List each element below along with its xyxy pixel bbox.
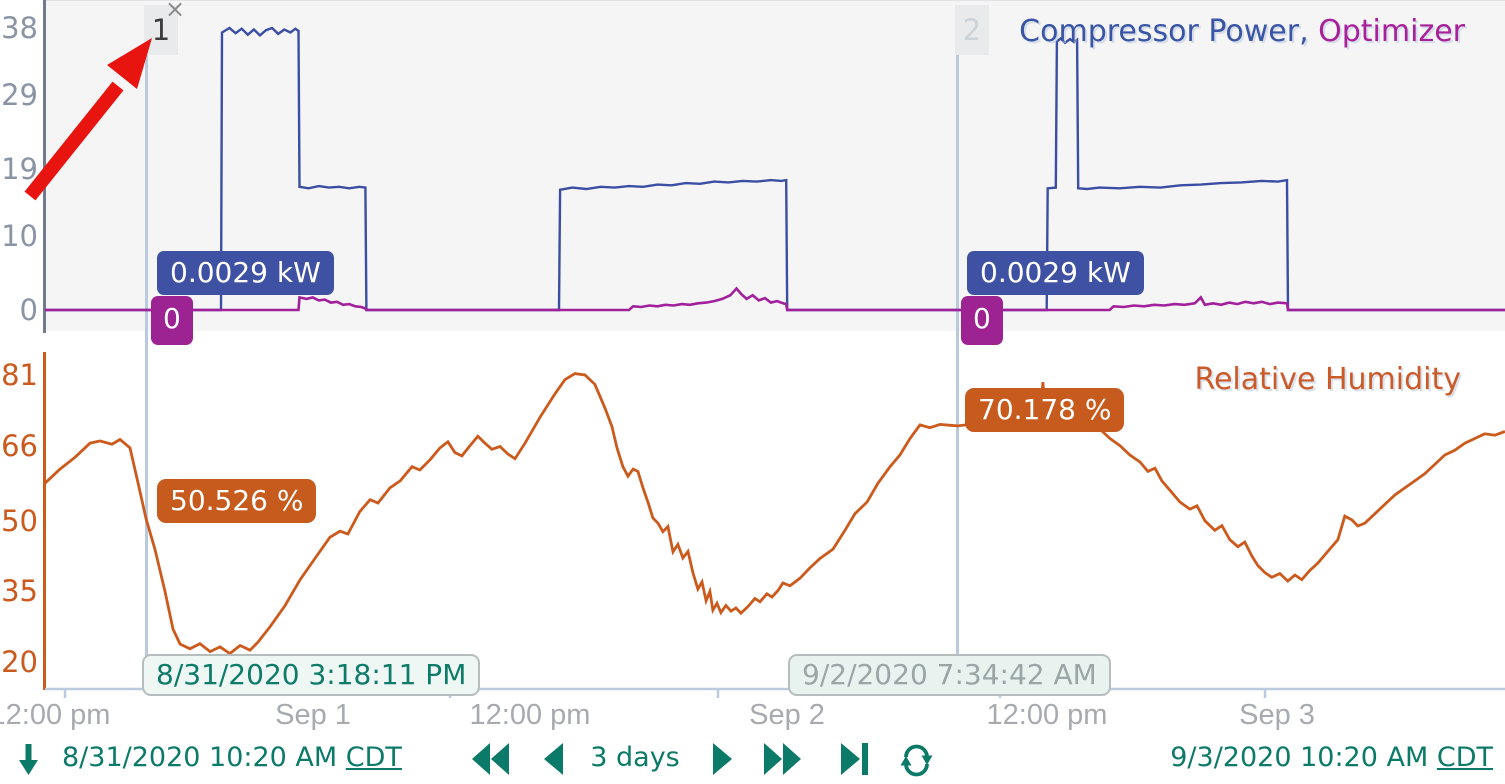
humidity-chart-legend: Relative Humidity	[1194, 362, 1461, 397]
cursor-2-marker[interactable]: 2	[955, 5, 989, 55]
range-end-timezone-link[interactable]: CDT	[1436, 742, 1493, 773]
x-axis-label: 12:00 pm	[986, 699, 1108, 731]
humidity-y-tick-label: 66	[1, 428, 38, 463]
power-chart-legend: Compressor Power, Optimizer	[1019, 14, 1465, 49]
skip-to-end-button[interactable]	[840, 742, 869, 776]
step-back-button[interactable]	[543, 742, 564, 776]
download-icon[interactable]	[16, 743, 41, 776]
power-y-tick-label: 19	[1, 152, 38, 186]
humidity-chart-y-axis	[43, 352, 46, 690]
x-axis-label: 12:00 pm	[469, 699, 591, 731]
humidity-y-tick-label: 81	[1, 357, 38, 392]
cursor-1-power-badge: 0.0029 kW	[157, 251, 334, 295]
humidity-y-tick-label: 20	[1, 645, 38, 679]
humidity-y-tick-label: 35	[1, 574, 38, 609]
power-y-tick-label: 38	[1, 11, 38, 45]
legend-separator: ,	[1299, 14, 1319, 49]
cursor-1-close-icon[interactable]: ×	[165, 0, 186, 23]
toolbar: 8/31/2020 10:20 AM CDT 3 days	[0, 735, 1505, 784]
cursor-2-optimizer-badge: 0	[961, 296, 1003, 345]
power-y-tick-label: 0	[19, 293, 38, 327]
x-axis-label: 12:00 pm	[0, 699, 111, 731]
range-end-label: 9/3/2020 10:20 AM CDT	[1170, 741, 1493, 775]
step-forward-button[interactable]	[712, 742, 733, 776]
cursor-2-line[interactable]	[956, 55, 959, 658]
cursor-2-timestamp: 9/2/2020 7:34:42 AM	[788, 654, 1111, 696]
range-end-time: 9/3/2020 10:20 AM	[1170, 742, 1429, 773]
x-axis-label: Sep 3	[1239, 699, 1315, 731]
cursor-2-humidity-badge: 70.178 %	[965, 388, 1125, 432]
relative-humidity-line	[45, 372, 1505, 656]
fast-forward-button[interactable]	[762, 742, 802, 776]
compressor-power-line	[45, 26, 1505, 312]
power-y-tick-label: 10	[1, 218, 38, 253]
refresh-icon[interactable]	[900, 744, 933, 777]
x-axis-label: Sep 1	[275, 699, 351, 731]
power-chart[interactable]	[45, 0, 1505, 345]
range-selector[interactable]: 3 days	[590, 742, 680, 773]
legend-compressor-power: Compressor Power	[1019, 14, 1300, 49]
cursor-1-line[interactable]	[145, 55, 148, 658]
range-start-timezone-link[interactable]: CDT	[345, 742, 402, 773]
power-y-tick-label: 29	[1, 77, 38, 112]
cursor-2-power-badge: 0.0029 kW	[967, 251, 1144, 295]
cursor-1-humidity-badge: 50.526 %	[157, 479, 317, 523]
x-axis-label: Sep 2	[749, 699, 825, 731]
legend-optimizer: Optimizer	[1318, 14, 1465, 49]
cursor-1-timestamp: 8/31/2020 3:18:11 PM	[142, 654, 481, 696]
range-start-time: 8/31/2020 10:20 AM	[62, 742, 338, 773]
optimizer-line	[45, 286, 1505, 312]
rewind-button[interactable]	[471, 742, 511, 776]
cursor-1-optimizer-badge: 0	[151, 296, 193, 345]
humidity-y-tick-label: 50	[1, 503, 38, 538]
range-start-label: 8/31/2020 10:20 AM CDT	[62, 741, 402, 775]
